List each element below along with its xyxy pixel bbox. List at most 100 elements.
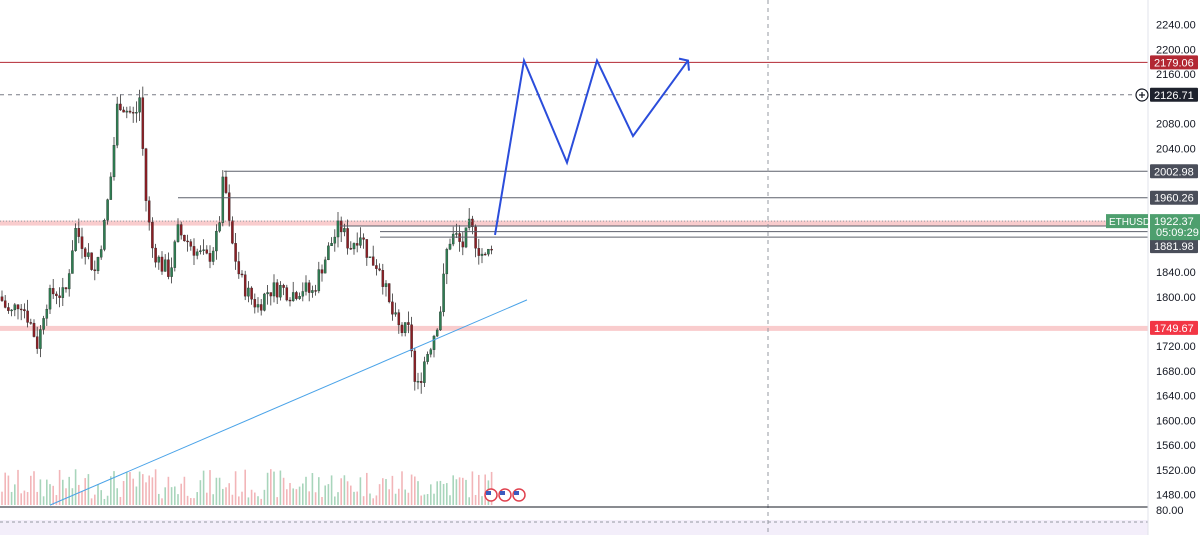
volume-bar <box>49 484 51 505</box>
candle-body <box>64 287 68 290</box>
volume-bar <box>62 479 64 505</box>
volume-bar <box>292 488 294 505</box>
price-tick-label: 1600.00 <box>1156 415 1196 427</box>
volume-bar <box>391 475 394 505</box>
candle-body <box>131 112 135 114</box>
volume-bar <box>39 479 42 505</box>
ascending-trendline[interactable] <box>49 299 528 506</box>
volume-bar <box>1 491 3 505</box>
candle-body <box>429 349 433 355</box>
volume-bar <box>190 498 192 505</box>
volume-bar <box>42 496 45 505</box>
candle-body <box>349 248 353 250</box>
candle-body <box>314 290 317 292</box>
volume-bar <box>218 477 221 505</box>
volume-bar <box>209 470 211 505</box>
volume-bar <box>10 491 13 505</box>
volume-bar <box>167 476 170 505</box>
volume-bar <box>334 496 336 505</box>
last-price-tag: 1922.37 05:09:29 <box>1150 214 1200 241</box>
volume-bar <box>90 498 93 505</box>
candle-body <box>51 288 55 295</box>
volume-bar <box>241 491 243 505</box>
candle-body <box>160 256 164 272</box>
volume-bar <box>257 496 259 505</box>
volume-bar <box>369 493 371 505</box>
price-tick-label: 2040.00 <box>1156 143 1196 155</box>
symbol-label: ETHUSD <box>1109 217 1150 228</box>
volume-bar <box>362 496 365 505</box>
price-tag <box>1150 87 1198 102</box>
add-alert-icon[interactable] <box>1135 88 1149 102</box>
volume-bar <box>270 469 272 505</box>
volume-bar <box>474 494 477 505</box>
volume-bar <box>244 469 246 505</box>
volume-bar <box>295 489 298 505</box>
volume-bar <box>148 475 150 505</box>
volume-bars <box>1 469 493 505</box>
volume-bar <box>215 477 218 505</box>
candle-body <box>400 324 404 334</box>
projection-path[interactable] <box>494 57 689 236</box>
price-axis[interactable]: 1480.00 1520.00 1560.00 1600.00 1640.00 1680.… <box>1156 20 1196 502</box>
indicator-pane <box>0 520 1148 535</box>
volume-bar <box>110 476 112 505</box>
event-flags[interactable] <box>484 488 526 502</box>
price-tag <box>1150 164 1198 179</box>
volume-bar <box>100 490 102 505</box>
candle-body <box>423 361 426 383</box>
candle-body <box>279 285 282 298</box>
price-tick-label: 1480.00 <box>1156 490 1196 502</box>
candle-body <box>80 236 84 249</box>
volume-bar <box>458 477 461 505</box>
volume-bar <box>87 474 90 505</box>
volume-bar <box>78 484 80 505</box>
price-tag <box>1150 55 1198 70</box>
volume-bar <box>401 471 403 505</box>
candle-body <box>439 311 442 331</box>
price-tick-label: 1520.00 <box>1156 465 1196 477</box>
volume-bar <box>324 485 326 505</box>
candle-body <box>10 309 13 312</box>
candle-body <box>327 245 330 261</box>
candle-body <box>189 241 193 247</box>
volume-bar <box>273 471 275 505</box>
volume-bar <box>164 487 166 505</box>
volume-bar <box>26 492 29 505</box>
candle-body <box>397 312 401 326</box>
candle-body <box>45 308 49 319</box>
volume-bar <box>193 498 195 505</box>
volume-bar <box>23 490 26 505</box>
volume-bar <box>311 473 314 505</box>
volume-bar <box>462 477 464 505</box>
candle-body <box>253 299 257 308</box>
volume-bar <box>378 484 381 505</box>
candle-body <box>471 218 474 228</box>
volume-bar <box>58 469 61 505</box>
candle-body <box>125 110 129 113</box>
volume-bar <box>481 496 483 505</box>
candle-body <box>477 248 481 256</box>
volume-bar <box>122 480 125 505</box>
candle-body <box>151 222 154 249</box>
volume-bar <box>254 492 256 505</box>
candle-body <box>163 259 167 272</box>
volume-bar <box>455 479 458 505</box>
candle-body <box>87 252 90 257</box>
volume-bar <box>116 488 118 505</box>
price-tag-label: 1881.98 <box>1154 241 1194 253</box>
volume-bar <box>33 471 35 505</box>
volume-bar <box>356 491 358 505</box>
candle-body <box>67 273 71 290</box>
volume-bar <box>228 483 230 505</box>
candle-body <box>3 300 7 308</box>
candle-body <box>83 248 87 257</box>
volume-bar <box>263 489 266 505</box>
volume-bar <box>426 494 429 505</box>
volume-bar <box>151 477 154 505</box>
candle-body <box>381 270 385 287</box>
volume-bar <box>20 493 22 505</box>
candle-body <box>346 228 349 249</box>
volume-bar <box>52 485 54 505</box>
